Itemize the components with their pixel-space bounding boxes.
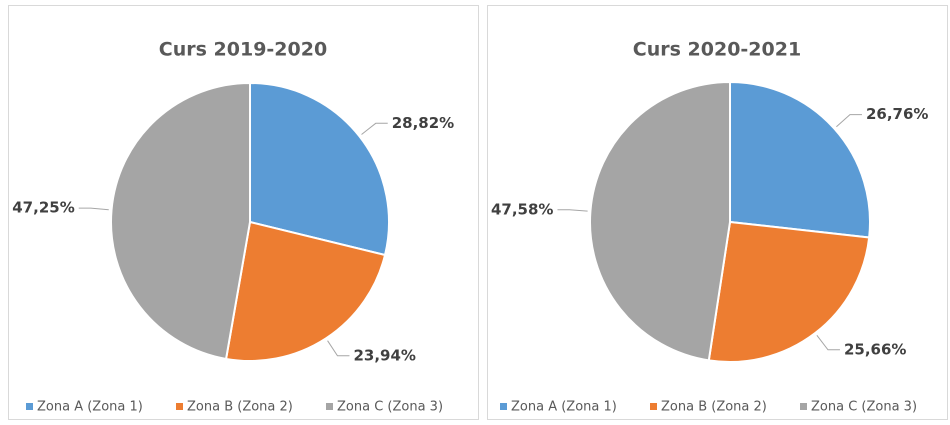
legend-label: Zona C (Zona 3): [811, 400, 917, 415]
legend-label: Zona B (Zona 2): [187, 400, 293, 415]
data-label: 25,66%: [844, 340, 906, 358]
leader-line: [836, 114, 862, 128]
leader-line: [816, 335, 840, 351]
legend-swatch: [650, 403, 657, 410]
leader-line: [327, 340, 350, 357]
pie-slice: [110, 81, 251, 361]
data-label: 47,25%: [12, 199, 74, 217]
chart-title: Curs 2019-2020: [159, 39, 327, 61]
leader-line: [557, 209, 588, 212]
pie-slice: [249, 81, 390, 257]
legend-label: Zona C (Zona 3): [337, 400, 443, 415]
legend-swatch: [500, 403, 507, 410]
legend-swatch: [800, 403, 807, 410]
data-label: 28,82%: [392, 114, 454, 132]
pie-slice: [589, 80, 731, 362]
pie-slice: [707, 220, 871, 363]
chart-title: Curs 2020-2021: [633, 39, 801, 61]
data-label: 47,58%: [491, 200, 553, 218]
legend-label: Zona B (Zona 2): [661, 400, 767, 415]
legend-swatch: [326, 403, 333, 410]
data-label: 23,94%: [353, 346, 415, 364]
legend-swatch: [26, 403, 33, 410]
leader-line: [78, 207, 109, 211]
legend-swatch: [176, 403, 183, 410]
pie-slice: [224, 220, 387, 362]
leader-line: [361, 122, 388, 135]
legend-label: Zona A (Zona 1): [37, 400, 143, 415]
data-label: 26,76%: [866, 105, 928, 123]
legend-label: Zona A (Zona 1): [511, 400, 617, 415]
pie-slice: [729, 80, 871, 239]
